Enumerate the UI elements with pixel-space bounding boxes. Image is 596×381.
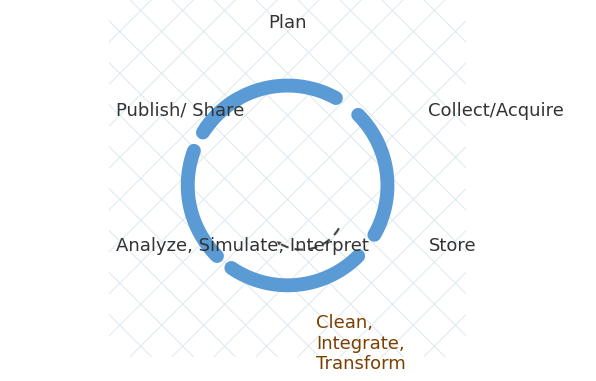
Text: Store: Store [429,237,476,255]
Text: Publish/ Share: Publish/ Share [116,102,245,120]
Text: Analyze, Simulate, Interpret: Analyze, Simulate, Interpret [116,237,370,255]
Text: Clean,
Integrate,
Transform: Clean, Integrate, Transform [316,314,406,373]
Text: Collect/Acquire: Collect/Acquire [429,102,564,120]
Text: Plan: Plan [268,14,307,32]
